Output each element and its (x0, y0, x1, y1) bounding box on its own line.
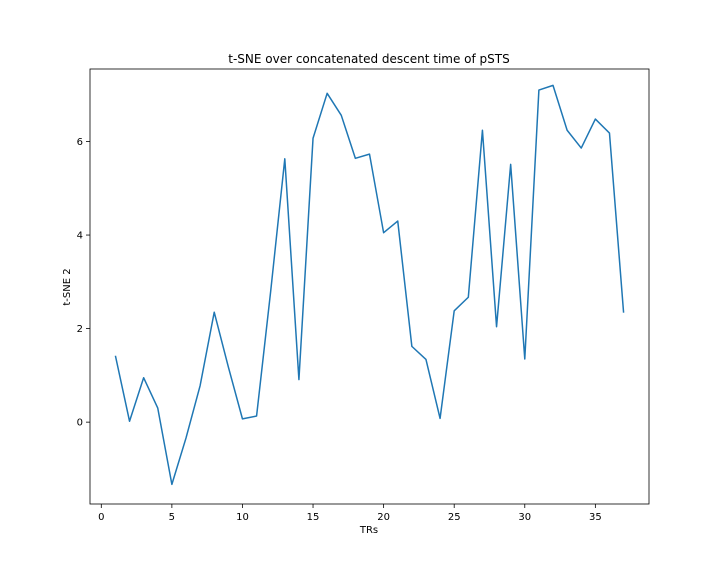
y-tick-label: 2 (77, 324, 83, 335)
plot-area: 0 5 10 15 20 25 30 35 0 2 4 6 (77, 68, 650, 523)
x-tick-label: 30 (518, 512, 531, 523)
x-tick-label: 0 (98, 512, 104, 523)
x-tick-label: 10 (236, 512, 249, 523)
y-tick-label: 0 (77, 418, 83, 429)
y-tick-label: 6 (77, 137, 83, 148)
y-axis-label: t-SNE 2 (62, 268, 73, 305)
x-tick-label: 25 (448, 512, 461, 523)
y-tick-label: 4 (77, 231, 83, 242)
chart-title: t-SNE over concatenated descent time of … (228, 52, 510, 66)
series-line-0 (114, 84, 625, 486)
x-axis-label: TRs (359, 525, 378, 536)
x-tick-label: 20 (377, 512, 390, 523)
plot-frame (89, 68, 650, 505)
x-tick-label: 35 (589, 512, 602, 523)
x-tick-label: 15 (307, 512, 320, 523)
x-tick-label: 5 (169, 512, 175, 523)
